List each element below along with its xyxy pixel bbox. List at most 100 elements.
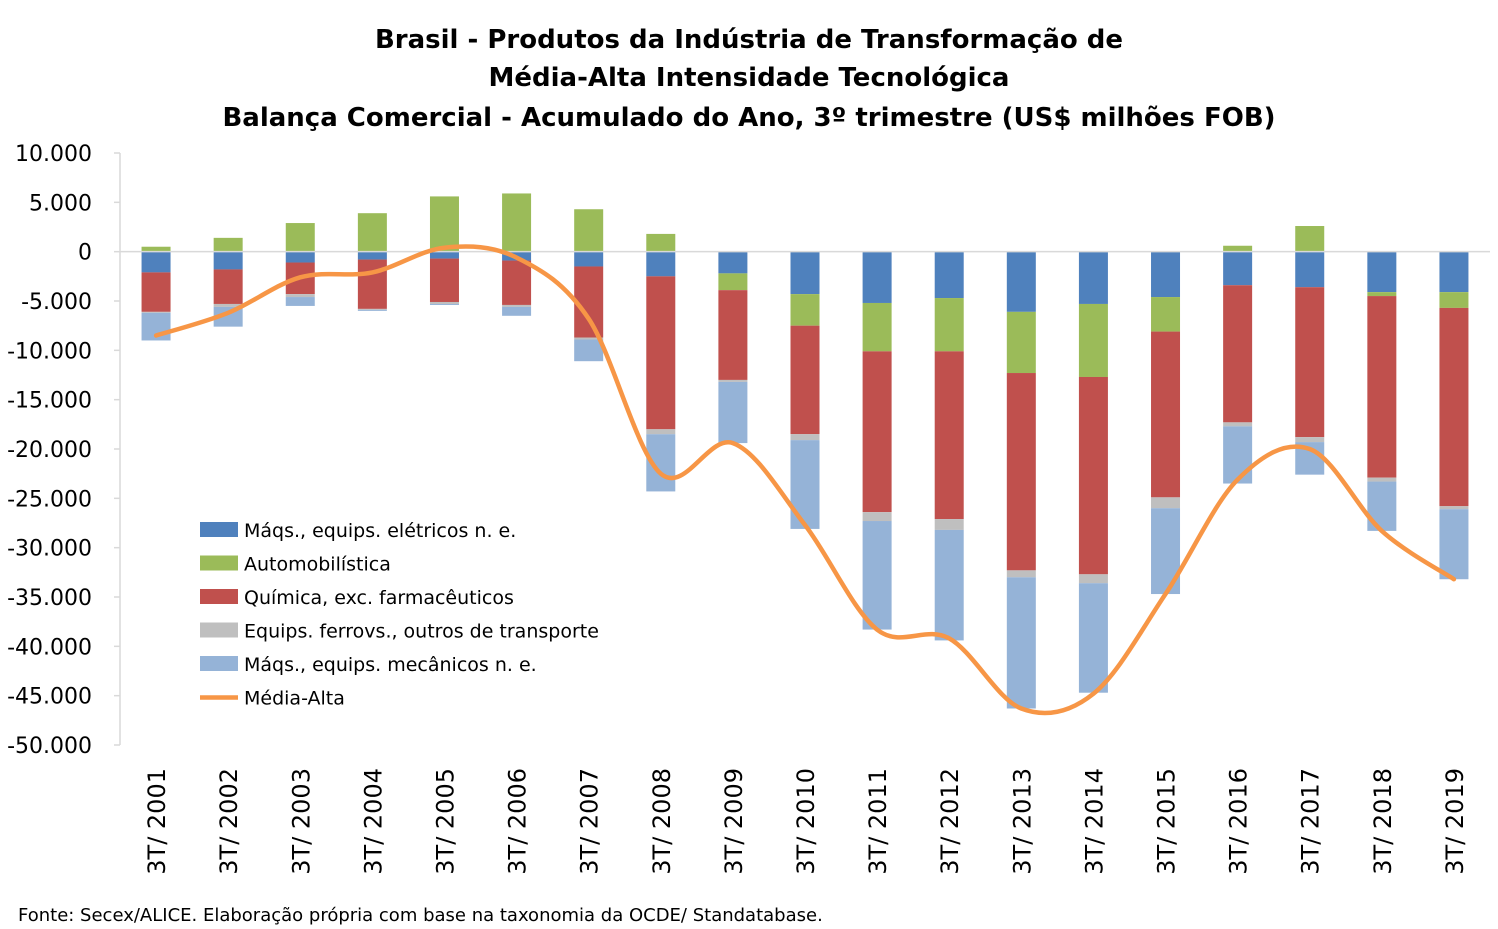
x-axis: 3T/ 2001 3T/ 2002 3T/ 2003 3T/ 2004 3T/ 2005… — [143, 768, 1469, 875]
bar-segment-s2-c9 — [790, 325, 820, 435]
bar-segment-s2-c8 — [718, 290, 748, 380]
bar-segment-s4-c5 — [502, 306, 532, 316]
legend-label: Média-Alta — [244, 688, 345, 710]
bar-segment-s0-c0 — [141, 251, 171, 273]
legend-label: Máqs., equips. mecânicos n. e. — [244, 654, 537, 676]
bar-segment-s4-c6 — [574, 339, 604, 362]
bar-segment-s3-c17 — [1367, 477, 1397, 482]
bar-segment-s2-c5 — [502, 260, 532, 305]
bar-segment-s1-c13 — [1078, 303, 1108, 377]
bar-segment-s0-c11 — [934, 251, 964, 299]
bar-segment-s0-c7 — [646, 251, 676, 277]
bar-segment-s0-c1 — [213, 251, 243, 270]
bar-segment-s1-c3 — [357, 213, 387, 252]
bar-segment-s2-c4 — [429, 258, 459, 302]
bar-segment-s3-c9 — [790, 434, 820, 441]
y-tick-label: -20.000 — [7, 438, 92, 463]
x-tick-label: 3T/ 2004 — [359, 768, 387, 875]
y-tick-label: -50.000 — [7, 734, 92, 759]
bar-segment-s4-c3 — [357, 309, 387, 311]
y-tick-label: -10.000 — [7, 339, 92, 364]
bar-segment-s1-c15 — [1223, 245, 1253, 252]
x-tick-label: 3T/ 2019 — [1441, 768, 1469, 875]
x-tick-label: 3T/ 2001 — [143, 768, 171, 875]
bar-segment-s2-c18 — [1439, 307, 1469, 507]
y-tick-label: -25.000 — [7, 487, 92, 512]
bar-segment-s1-c5 — [502, 193, 532, 252]
bar-segment-s4-c15 — [1223, 426, 1253, 484]
legend-swatch — [200, 522, 238, 537]
bar-segment-s1-c0 — [141, 246, 171, 252]
x-tick-label: 3T/ 2011 — [864, 768, 892, 875]
bar-segment-s1-c14 — [1151, 297, 1181, 332]
x-tick-label: 3T/ 2015 — [1153, 768, 1181, 875]
bar-segment-s0-c2 — [285, 251, 315, 263]
bar-segment-s3-c16 — [1295, 437, 1325, 443]
bar-segment-s4-c2 — [285, 297, 315, 306]
x-tick-label: 3T/ 2003 — [287, 768, 315, 875]
legend-label: Química, exc. farmacêuticos — [244, 587, 514, 609]
x-tick-label: 3T/ 2014 — [1080, 768, 1108, 875]
x-tick-label: 3T/ 2006 — [504, 768, 532, 875]
bar-segment-s3-c3 — [357, 308, 387, 310]
bar-segment-s4-c10 — [862, 521, 892, 630]
bar-segment-s0-c4 — [429, 251, 459, 259]
bar-segment-s3-c6 — [574, 337, 604, 340]
bar-segment-s4-c9 — [790, 440, 820, 529]
bar-segment-s2-c12 — [1006, 373, 1036, 571]
bar-segment-s2-c14 — [1151, 331, 1181, 498]
bar-segment-s3-c10 — [862, 512, 892, 522]
x-tick-label: 3T/ 2008 — [648, 768, 676, 875]
line-series-media-alta — [153, 244, 1457, 716]
y-tick-label: -45.000 — [7, 685, 92, 710]
bar-segment-s4-c18 — [1439, 509, 1469, 580]
bar-segment-s3-c14 — [1151, 497, 1181, 509]
legend: Máqs., equips. elétricos n. e. Automobilí… — [200, 520, 599, 710]
x-tick-label: 3T/ 2018 — [1369, 768, 1397, 875]
y-tick-label: -35.000 — [7, 586, 92, 611]
bar-segment-s0-c15 — [1223, 251, 1253, 286]
bar-segment-s4-c8 — [718, 381, 748, 444]
y-tick-label: -30.000 — [7, 537, 92, 562]
legend-swatch — [200, 622, 238, 638]
bar-segment-s0-c14 — [1151, 251, 1181, 298]
bar-segment-s1-c8 — [718, 273, 748, 291]
bar-segment-s0-c10 — [862, 251, 892, 303]
bar-segment-s0-c6 — [574, 251, 604, 267]
bar-segment-s1-c18 — [1439, 292, 1469, 308]
bar-segment-s0-c3 — [357, 251, 387, 260]
bar-segment-s3-c18 — [1439, 506, 1469, 510]
x-tick-label: 3T/ 2016 — [1225, 768, 1253, 875]
chart-title-line-2: Média-Alta Intensidade Tecnológica — [489, 63, 1010, 93]
bar-segment-s1-c12 — [1006, 311, 1036, 374]
bar-segment-s3-c8 — [718, 379, 748, 382]
x-tick-label: 3T/ 2017 — [1297, 768, 1325, 875]
bar-segment-s3-c1 — [213, 303, 243, 307]
bar-segment-s1-c4 — [429, 196, 459, 252]
bar-segment-s1-c9 — [790, 294, 820, 326]
legend-label: Automobilística — [244, 554, 391, 576]
bar-segment-s0-c13 — [1078, 251, 1108, 304]
bar-segment-s2-c3 — [357, 259, 387, 309]
bar-segment-s0-c12 — [1006, 251, 1036, 312]
chart-title-line-3: Balança Comercial - Acumulado do Ano, 3º… — [222, 103, 1275, 133]
bar-segment-s1-c7 — [646, 233, 676, 252]
bar-segment-s1-c16 — [1295, 226, 1325, 252]
x-tick-label: 3T/ 2009 — [720, 768, 748, 875]
source-note: Fonte: Secex/ALICE. Elaboração própria c… — [18, 905, 823, 926]
bar-segment-s2-c11 — [934, 351, 964, 520]
bar-segment-s3-c4 — [429, 301, 459, 304]
bar-segment-s2-c15 — [1223, 285, 1253, 423]
bar-segment-s1-c1 — [213, 237, 243, 252]
bar-segment-s4-c17 — [1367, 481, 1397, 531]
bar-segment-s2-c10 — [862, 351, 892, 513]
bar-segment-s3-c13 — [1078, 574, 1108, 584]
bar-segment-s0-c9 — [790, 251, 820, 295]
bar-segment-s1-c11 — [934, 298, 964, 352]
y-tick-label: -15.000 — [7, 389, 92, 414]
chart-title-line-1: Brasil - Produtos da Indústria de Transf… — [375, 25, 1123, 55]
bar-segment-s3-c15 — [1223, 422, 1253, 427]
y-tick-label: -40.000 — [7, 635, 92, 660]
y-tick-label: 0 — [78, 241, 92, 266]
